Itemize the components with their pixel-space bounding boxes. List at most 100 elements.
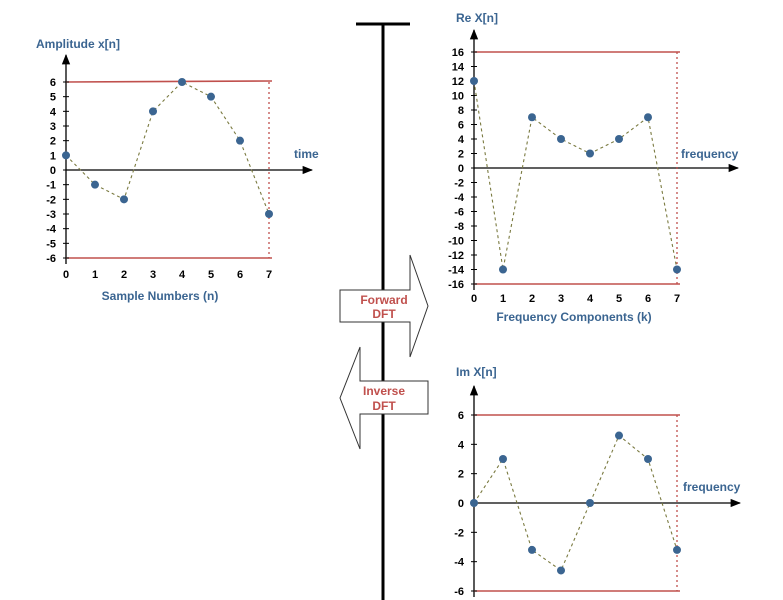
forward-dft-arrow: Forward DFT xyxy=(339,254,429,358)
data-point xyxy=(149,107,157,116)
axis-end-label: frequency xyxy=(683,480,741,494)
y-tick-label: 4 xyxy=(458,439,465,451)
x-tick-label: 0 xyxy=(63,269,69,281)
x-axis-label: Frequency Components (k) xyxy=(496,310,651,324)
y-tick-label: 14 xyxy=(452,62,465,74)
y-axis-label: Im X[n] xyxy=(456,365,497,379)
data-point xyxy=(470,77,478,85)
x-axis-label: Sample Numbers (n) xyxy=(102,289,219,303)
y-tick-label: -4 xyxy=(454,192,465,204)
x-tick-label: 7 xyxy=(674,293,680,305)
series-line xyxy=(473,434,678,572)
y-tick-label: -4 xyxy=(454,557,465,569)
x-tick-label: 3 xyxy=(558,293,564,305)
data-point xyxy=(586,149,594,158)
y-tick-label: 2 xyxy=(458,469,464,481)
x-tick-label: 1 xyxy=(500,293,506,305)
y-tick-label: -6 xyxy=(454,586,464,598)
y-tick-label: 2 xyxy=(458,149,464,161)
y-tick-label: -8 xyxy=(454,221,464,233)
y-tick-label: -1 xyxy=(46,180,56,192)
y-tick-label: 0 xyxy=(50,165,56,177)
x-tick-label: 0 xyxy=(471,293,477,305)
data-point xyxy=(470,499,478,507)
bound-line xyxy=(65,80,273,83)
data-point xyxy=(236,136,244,145)
data-point xyxy=(586,499,594,507)
y-tick-label: -5 xyxy=(46,238,56,250)
data-point xyxy=(62,151,70,160)
data-point xyxy=(615,431,623,440)
y-tick-label: -10 xyxy=(448,236,464,248)
y-tick-label: 8 xyxy=(458,105,464,117)
y-tick-label: -2 xyxy=(454,527,464,539)
data-point xyxy=(178,78,186,86)
x-tick-label: 4 xyxy=(587,293,594,305)
data-point xyxy=(499,455,507,463)
data-point xyxy=(499,265,507,274)
y-tick-label: 6 xyxy=(458,120,464,132)
y-tick-label: 0 xyxy=(458,163,464,175)
chart-time: 6 5 4 3 2 1 0 -1 -2 -3 -4 -5 -6 0 1 2 3 4 5 6 7 Amplitude x[n… xyxy=(36,37,319,303)
y-tick-label: -6 xyxy=(46,253,56,265)
y-tick-label: -14 xyxy=(448,265,465,277)
y-tick-label: 6 xyxy=(458,410,464,422)
data-point xyxy=(557,566,565,575)
x-tick-label: 7 xyxy=(266,269,272,281)
data-point xyxy=(91,180,99,189)
y-tick-label: 5 xyxy=(50,92,56,104)
y-tick-label: 6 xyxy=(50,77,56,89)
y-tick-label: 16 xyxy=(452,47,464,59)
y-tick-label: -2 xyxy=(46,194,56,206)
y-axis-label: Re X[n] xyxy=(456,11,498,25)
axis-end-label: frequency xyxy=(681,147,739,161)
y-tick-label: 1 xyxy=(50,150,56,162)
x-tick-label: 6 xyxy=(237,269,243,281)
data-point xyxy=(528,113,536,122)
inverse-dft-arrow: Inverse DFT xyxy=(339,346,429,450)
data-point xyxy=(120,195,128,204)
series-line xyxy=(65,81,270,215)
x-tick-label: 4 xyxy=(179,269,186,281)
forward-label-2: DFT xyxy=(372,307,396,321)
y-axis-label: Amplitude x[n] xyxy=(36,37,120,51)
axis-end-label: time xyxy=(294,147,319,161)
data-point xyxy=(615,135,623,143)
x-tick-label: 5 xyxy=(208,269,214,281)
data-point xyxy=(207,92,215,101)
y-tick-label: 12 xyxy=(452,76,464,88)
data-point xyxy=(644,455,652,463)
y-tick-label: -16 xyxy=(448,279,464,291)
y-tick-label: 0 xyxy=(458,498,464,510)
inverse-label-2: DFT xyxy=(372,399,396,413)
x-tick-label: 6 xyxy=(645,293,651,305)
inverse-label-1: Inverse xyxy=(363,384,405,398)
data-point xyxy=(557,135,565,143)
y-tick-label: 2 xyxy=(50,136,56,148)
y-tick-label: 4 xyxy=(50,106,57,118)
data-point xyxy=(644,113,652,122)
series-line xyxy=(473,80,678,270)
y-tick-label: -12 xyxy=(448,250,464,262)
x-tick-label: 2 xyxy=(121,269,127,281)
y-tick-label: -6 xyxy=(454,207,464,219)
x-tick-label: 1 xyxy=(92,269,98,281)
y-tick-label: -2 xyxy=(454,178,464,190)
y-tick-label: 3 xyxy=(50,121,56,133)
y-tick-label: 10 xyxy=(452,91,464,103)
y-tick-label: 4 xyxy=(458,134,465,146)
y-tick-label: -4 xyxy=(46,224,57,236)
data-point xyxy=(528,545,536,554)
data-point xyxy=(265,210,273,218)
x-tick-label: 3 xyxy=(150,269,156,281)
forward-label-1: Forward xyxy=(360,293,407,307)
data-point xyxy=(673,265,681,274)
data-point xyxy=(673,545,681,554)
y-tick-label: -3 xyxy=(46,209,56,221)
x-tick-label: 5 xyxy=(616,293,622,305)
x-tick-label: 2 xyxy=(529,293,535,305)
chart-imag: 6 4 2 0 -2 -4 -6 Im X[n] frequency xyxy=(454,365,742,598)
